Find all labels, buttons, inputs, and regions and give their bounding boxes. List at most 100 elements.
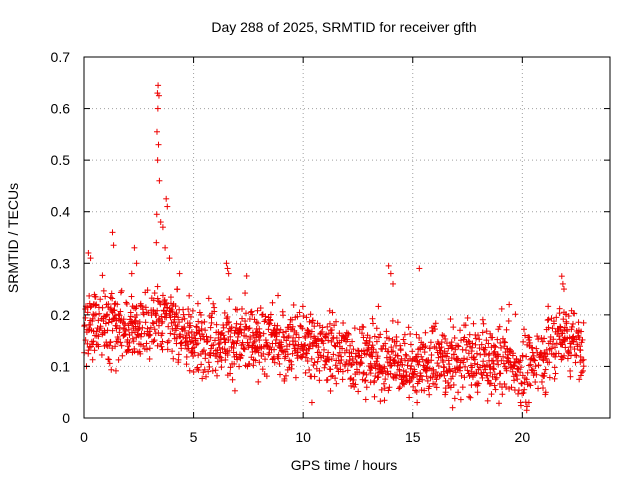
data-point xyxy=(193,323,200,330)
data-point xyxy=(185,306,192,313)
data-point xyxy=(115,356,122,363)
data-point xyxy=(237,321,244,328)
data-point xyxy=(311,359,318,366)
data-point xyxy=(217,354,224,361)
data-point xyxy=(216,353,223,360)
data-point xyxy=(128,270,135,277)
data-point xyxy=(84,340,91,347)
data-point xyxy=(119,352,126,359)
data-point xyxy=(207,324,214,331)
data-point xyxy=(170,355,177,362)
data-point xyxy=(155,317,162,324)
data-point xyxy=(193,324,200,331)
data-point xyxy=(281,375,288,382)
data-point xyxy=(236,363,243,370)
data-point xyxy=(244,339,251,346)
data-point xyxy=(231,387,238,394)
data-point xyxy=(225,328,232,335)
data-point xyxy=(98,351,105,358)
data-point xyxy=(143,346,150,353)
data-point xyxy=(87,321,94,328)
data-point xyxy=(99,304,106,311)
data-point xyxy=(276,371,283,378)
data-point xyxy=(208,345,215,352)
data-point xyxy=(259,366,266,373)
data-point xyxy=(304,327,311,334)
data-point xyxy=(239,315,246,322)
data-point xyxy=(217,349,224,356)
data-point xyxy=(123,299,130,306)
data-point xyxy=(151,337,158,344)
data-point xyxy=(195,352,202,359)
x-tick-label: 10 xyxy=(295,429,311,445)
data-point xyxy=(206,363,213,370)
data-point xyxy=(213,321,220,328)
data-point xyxy=(118,287,125,294)
data-point xyxy=(266,349,273,356)
data-point xyxy=(117,339,124,346)
data-point xyxy=(142,319,149,326)
data-point xyxy=(116,312,123,319)
data-point xyxy=(92,302,99,309)
data-point xyxy=(95,317,102,324)
data-point xyxy=(243,310,250,317)
data-point xyxy=(263,339,270,346)
data-point xyxy=(249,311,256,318)
data-point xyxy=(294,355,301,362)
data-point xyxy=(109,295,116,302)
data-point xyxy=(293,329,300,336)
data-point xyxy=(310,362,317,369)
data-point xyxy=(91,347,98,354)
y-tick-label: 0.2 xyxy=(51,307,71,323)
data-point xyxy=(256,337,263,344)
data-point xyxy=(260,350,267,357)
data-point xyxy=(154,307,161,314)
data-point xyxy=(177,333,184,340)
data-point xyxy=(299,303,306,310)
data-point xyxy=(153,312,160,319)
data-point xyxy=(89,356,96,363)
data-point xyxy=(127,313,134,320)
data-point xyxy=(201,366,208,373)
data-point xyxy=(97,325,104,332)
data-point xyxy=(223,315,230,322)
data-point xyxy=(263,373,270,380)
data-point xyxy=(292,342,299,349)
data-point xyxy=(301,342,308,349)
data-point xyxy=(95,343,102,350)
data-point xyxy=(142,304,149,311)
data-point xyxy=(302,354,309,361)
data-point xyxy=(167,314,174,321)
data-point xyxy=(290,341,297,348)
data-point xyxy=(204,337,211,344)
data-point xyxy=(198,319,205,326)
data-point xyxy=(183,353,190,360)
data-point xyxy=(202,327,209,334)
data-point xyxy=(183,361,190,368)
data-point xyxy=(288,361,295,368)
data-point xyxy=(194,366,201,373)
data-point xyxy=(305,330,312,337)
data-point xyxy=(181,315,188,322)
data-point xyxy=(269,299,276,306)
data-point xyxy=(265,326,272,333)
data-point xyxy=(302,342,309,349)
data-point xyxy=(181,324,188,331)
data-point xyxy=(257,332,264,339)
data-point xyxy=(185,330,192,337)
data-point xyxy=(271,359,278,366)
data-point xyxy=(137,333,144,340)
data-point xyxy=(308,328,315,335)
data-point xyxy=(300,313,307,320)
x-tick-label: 5 xyxy=(190,429,198,445)
data-point xyxy=(86,292,93,299)
data-point xyxy=(225,337,232,344)
data-point xyxy=(165,323,172,330)
data-point xyxy=(150,297,157,304)
y-tick-label: 0.4 xyxy=(51,204,71,220)
data-point xyxy=(250,362,257,369)
data-point xyxy=(100,287,107,294)
data-point xyxy=(243,333,250,340)
data-point xyxy=(198,361,205,368)
data-point xyxy=(294,313,301,320)
